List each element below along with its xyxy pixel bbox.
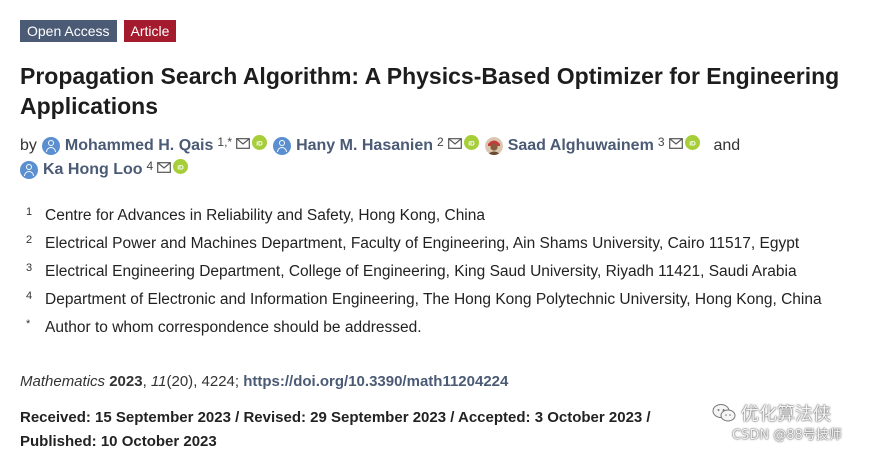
envelope-icon[interactable] — [157, 161, 172, 173]
affiliation-text: Electrical Power and Machines Department… — [45, 235, 800, 252]
author-qais: Mohammed H. Qais 1,* iD — [41, 134, 268, 158]
author-alghuwainem: Saad Alghuwainem 3 iD — [484, 134, 700, 158]
author-name-link[interactable]: Mohammed H. Qais — [64, 137, 214, 154]
affiliation-text: Department of Electronic and Information… — [45, 291, 822, 308]
affiliation-item: 4 Department of Electronic and Informati… — [26, 288, 886, 316]
watermark-title: 优化算法侠 — [741, 404, 831, 425]
author-name-link[interactable]: Ka Hong Loo — [43, 161, 143, 178]
open-access-badge[interactable]: Open Access — [20, 20, 117, 42]
author-name-link[interactable]: Hany M. Hasanien — [296, 137, 434, 154]
author-name-link[interactable]: Saad Alghuwainem — [507, 137, 654, 154]
watermark: 优化算法侠 CSDN @88号技师 — [712, 400, 882, 452]
svg-text:iD: iD — [177, 164, 184, 171]
author-affiliation-marker: 2 — [437, 135, 444, 149]
affiliation-list: 1 Centre for Advances in Reliability and… — [26, 204, 886, 344]
envelope-icon[interactable] — [236, 137, 250, 149]
envelope-icon[interactable] — [668, 137, 683, 149]
orcid-icon[interactable]: iD — [173, 158, 189, 174]
watermark-top-row: 优化算法侠 — [712, 400, 882, 426]
author-hasanien: Hany M. Hasanien 2 iD — [273, 134, 479, 158]
publication-dates: Received: 15 September 2023 / Revised: 2… — [20, 406, 740, 454]
author-affiliation-marker: 3 — [657, 135, 665, 149]
orcid-icon[interactable]: iD — [252, 134, 268, 150]
affiliation-text: Electrical Engineering Department, Colle… — [45, 263, 797, 280]
author-photo-avatar[interactable] — [484, 137, 503, 155]
person-avatar-icon[interactable] — [273, 137, 292, 155]
dates-line-2: Published: 10 October 2023 — [20, 433, 217, 450]
article-type-badge[interactable]: Article — [123, 20, 177, 42]
envelope-icon[interactable] — [447, 137, 462, 149]
volume-number: 11 — [150, 373, 167, 390]
affiliation-item: 1 Centre for Advances in Reliability and… — [26, 204, 886, 232]
and-label: and — [713, 137, 741, 154]
author-list: by Mohammed H. Qais 1,* iD Hany M. Hasan… — [20, 134, 880, 182]
affiliation-item: 3 Electrical Engineering Department, Col… — [26, 260, 886, 288]
author-line-1: by Mohammed H. Qais 1,* iD Hany M. Hasan… — [20, 134, 880, 158]
badge-row: Open Access Article — [20, 20, 177, 42]
article-title: Propagation Search Algorithm: A Physics-… — [20, 63, 840, 119]
person-avatar-icon[interactable] — [41, 137, 60, 155]
author-line-2: Ka Hong Loo 4 iD — [20, 158, 880, 182]
correspondence-note: * Author to whom correspondence should b… — [26, 316, 886, 344]
author-affiliation-marker: 1,* — [217, 135, 233, 149]
article-number: , 4224; — [193, 373, 244, 390]
svg-text:iD: iD — [689, 140, 696, 147]
journal-name: Mathematics — [20, 373, 106, 390]
affiliation-marker: 3 — [26, 262, 33, 274]
orcid-icon[interactable]: iD — [463, 134, 479, 150]
watermark-credit: CSDN @88号技师 — [732, 428, 842, 443]
publication-year: 2023 — [109, 373, 143, 390]
affiliation-marker: 1 — [26, 206, 33, 218]
issue-number: (20) — [166, 373, 194, 390]
person-avatar-icon[interactable] — [20, 161, 38, 179]
affiliation-text: Centre for Advances in Reliability and S… — [45, 207, 485, 224]
citation-line: Mathematics 2023, 11(20), 4224; https://… — [20, 373, 509, 390]
affiliation-marker: * — [26, 318, 31, 330]
affiliation-text: Author to whom correspondence should be … — [45, 319, 422, 336]
orcid-icon[interactable]: iD — [684, 134, 700, 150]
by-label: by — [20, 137, 37, 154]
author-affiliation-marker: 4 — [146, 159, 154, 173]
affiliation-marker: 4 — [26, 290, 33, 302]
affiliation-item: 2 Electrical Power and Machines Departme… — [26, 232, 886, 260]
svg-text:iD: iD — [256, 140, 263, 147]
dates-line-1: Received: 15 September 2023 / Revised: 2… — [20, 409, 651, 426]
affiliation-marker: 2 — [26, 234, 33, 246]
author-loo: Ka Hong Loo 4 iD — [20, 158, 189, 182]
doi-link[interactable]: https://doi.org/10.3390/math11204224 — [243, 373, 509, 390]
svg-text:iD: iD — [468, 140, 475, 147]
wechat-icon — [712, 404, 736, 422]
